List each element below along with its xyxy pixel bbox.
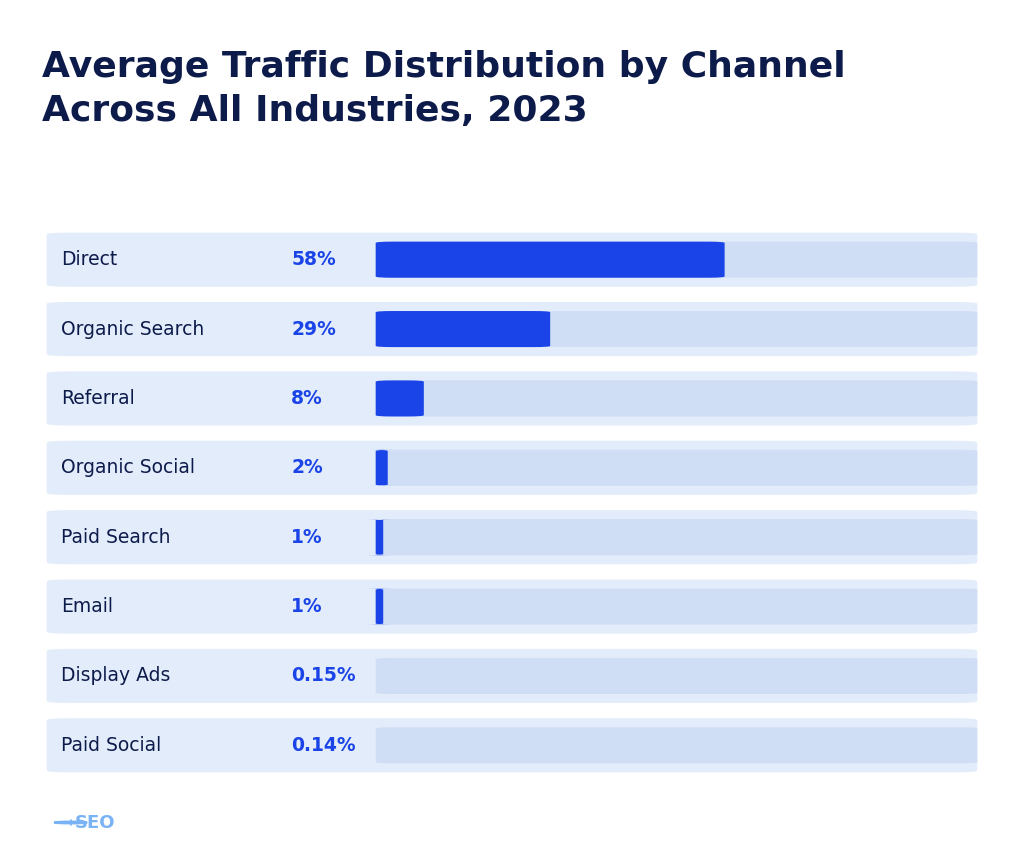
- FancyBboxPatch shape: [47, 441, 977, 495]
- Text: SEO: SEO: [75, 813, 116, 831]
- FancyBboxPatch shape: [376, 450, 977, 486]
- Text: AIO: AIO: [39, 813, 75, 831]
- Text: 8%: 8%: [291, 389, 323, 408]
- Text: Display Ads: Display Ads: [60, 666, 170, 685]
- FancyBboxPatch shape: [376, 588, 977, 625]
- FancyBboxPatch shape: [376, 728, 977, 763]
- FancyBboxPatch shape: [47, 649, 977, 703]
- FancyBboxPatch shape: [376, 241, 977, 278]
- FancyBboxPatch shape: [376, 519, 977, 555]
- Text: 1%: 1%: [291, 597, 323, 616]
- Text: 29%: 29%: [291, 320, 336, 338]
- Text: Referral: Referral: [60, 389, 134, 408]
- Text: Direct: Direct: [60, 250, 117, 269]
- Text: Email: Email: [60, 597, 113, 616]
- FancyBboxPatch shape: [376, 381, 424, 416]
- FancyBboxPatch shape: [47, 510, 977, 564]
- FancyBboxPatch shape: [376, 241, 725, 278]
- FancyBboxPatch shape: [376, 311, 977, 347]
- Text: aioseo.com: aioseo.com: [894, 815, 985, 830]
- Text: 0.15%: 0.15%: [291, 666, 355, 685]
- Text: 2%: 2%: [291, 458, 323, 478]
- FancyBboxPatch shape: [376, 658, 977, 694]
- Text: Average Traffic Distribution by Channel
Across All Industries, 2023: Average Traffic Distribution by Channel …: [42, 50, 846, 128]
- Text: Organic Search: Organic Search: [60, 320, 204, 338]
- Text: Organic Social: Organic Social: [60, 458, 195, 478]
- Text: Paid Social: Paid Social: [60, 736, 161, 755]
- FancyBboxPatch shape: [367, 519, 392, 555]
- FancyBboxPatch shape: [367, 588, 392, 625]
- Text: 0.14%: 0.14%: [291, 736, 355, 755]
- FancyBboxPatch shape: [47, 371, 977, 426]
- FancyBboxPatch shape: [47, 718, 977, 773]
- FancyBboxPatch shape: [47, 302, 977, 356]
- FancyBboxPatch shape: [376, 381, 977, 416]
- FancyBboxPatch shape: [371, 450, 392, 486]
- FancyBboxPatch shape: [376, 311, 550, 347]
- Text: 58%: 58%: [291, 250, 336, 269]
- FancyBboxPatch shape: [47, 580, 977, 633]
- Text: 1%: 1%: [291, 528, 323, 547]
- FancyBboxPatch shape: [47, 233, 977, 286]
- Text: Paid Search: Paid Search: [60, 528, 170, 547]
